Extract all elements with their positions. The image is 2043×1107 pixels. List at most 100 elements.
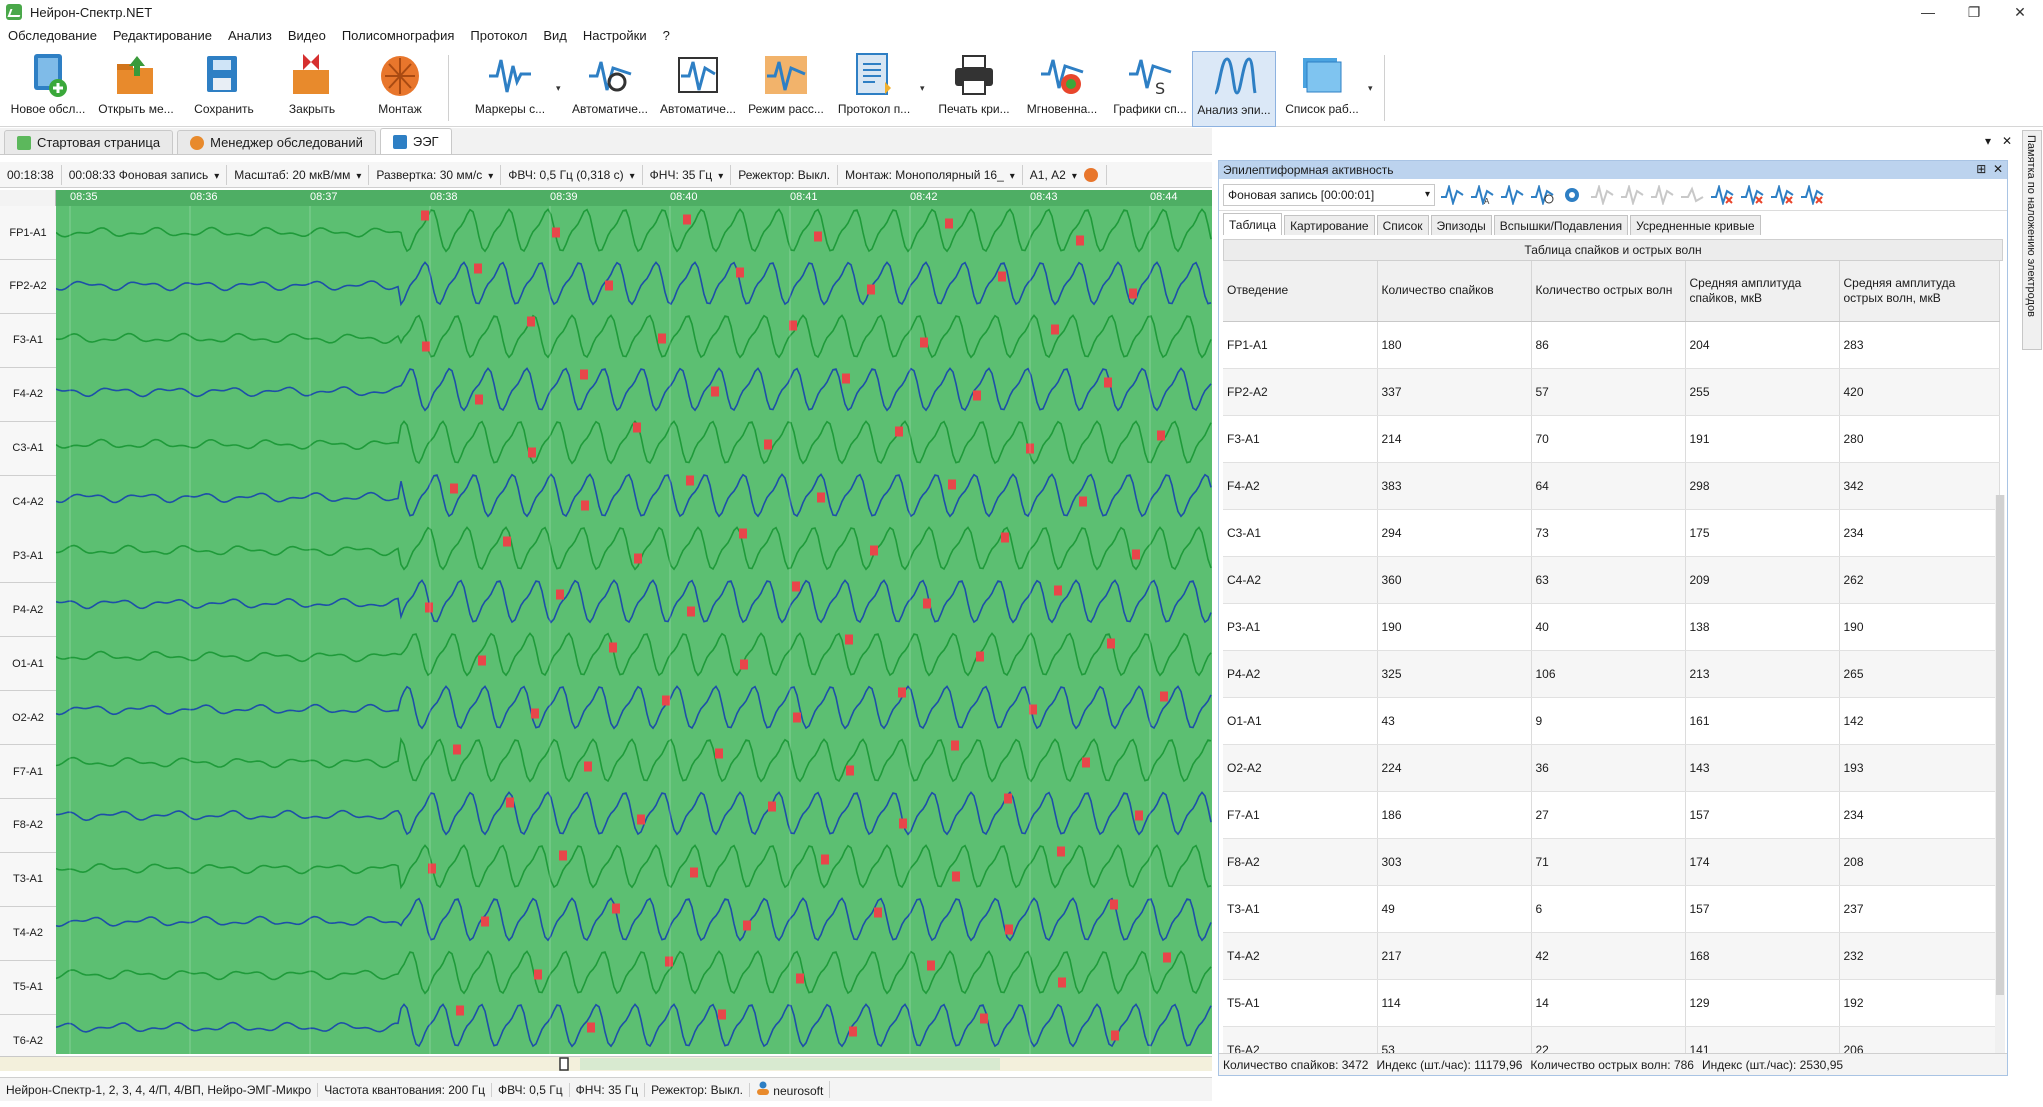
protocol-button[interactable]: Протокол п...	[832, 51, 916, 127]
record-dropdown[interactable]: Фоновая запись	[119, 168, 220, 182]
spike-marker[interactable]	[662, 695, 670, 706]
spike-marker[interactable]	[870, 545, 878, 556]
montage-button[interactable]: Монтаж	[358, 51, 442, 127]
spike-marker[interactable]	[587, 1022, 595, 1033]
lpf-dropdown[interactable]: 35 Гц	[682, 168, 723, 182]
spike-marker[interactable]	[1163, 952, 1171, 963]
spike-marker[interactable]	[665, 956, 673, 967]
channel-label[interactable]: F8-A2	[0, 798, 56, 853]
table-row[interactable]: T4-A2 217 42 168 232	[1223, 932, 2000, 980]
spike-marker[interactable]	[580, 369, 588, 380]
spike-marker[interactable]	[1160, 691, 1168, 702]
table-row[interactable]: F4-A2 383 64 298 342	[1223, 462, 2000, 510]
spike-marker[interactable]	[1111, 1030, 1119, 1041]
channel-label[interactable]: FP1-A1	[0, 206, 56, 260]
delete-marks-4-icon[interactable]	[1799, 183, 1825, 207]
channel-label[interactable]: T5-A1	[0, 960, 56, 1015]
maximize-button[interactable]: ❐	[1967, 3, 1981, 20]
col-spike-count[interactable]: Количество спайков	[1377, 261, 1532, 322]
spike-marker[interactable]	[736, 267, 744, 278]
spike-marker[interactable]	[690, 867, 698, 878]
spike-marker[interactable]	[559, 850, 567, 861]
table-row[interactable]: F3-A1 214 70 191 280	[1223, 415, 2000, 463]
spike-marker[interactable]	[683, 214, 691, 225]
table-row[interactable]: P3-A1 190 40 138 190	[1223, 603, 2000, 651]
print-button[interactable]: Печать кри...	[932, 51, 1016, 127]
spike-marker[interactable]	[1107, 638, 1115, 649]
markers-button[interactable]: Маркеры с...	[468, 51, 552, 127]
channel-label[interactable]: T4-A2	[0, 906, 56, 961]
spike-marker[interactable]	[634, 553, 642, 564]
col-spike-amp[interactable]: Средняя амплитуда спайков, мкВ	[1685, 261, 1840, 322]
record-timeline[interactable]	[0, 1056, 1212, 1071]
menu-help[interactable]: ?	[662, 27, 670, 43]
spike-marker[interactable]	[792, 581, 800, 592]
delete-marks-1-icon[interactable]	[1709, 183, 1735, 207]
channel-label[interactable]: C4-A2	[0, 475, 56, 530]
spike-marker[interactable]	[814, 231, 822, 242]
menu-exam[interactable]: Обследование	[8, 27, 97, 43]
delete-marks-2-icon[interactable]	[1739, 183, 1765, 207]
spike-marker[interactable]	[605, 280, 613, 291]
spike-marker[interactable]	[686, 475, 694, 486]
spike-marker[interactable]	[874, 907, 882, 918]
spike-marker[interactable]	[976, 651, 984, 662]
new-exam-button[interactable]: Новое обсл...	[6, 51, 90, 127]
auto-analysis2-button[interactable]: Автоматиче...	[656, 51, 740, 127]
spike-marker[interactable]	[948, 479, 956, 490]
close-exam-button[interactable]: Закрыть	[270, 51, 354, 127]
spike-marker[interactable]	[556, 589, 564, 600]
spike-marker[interactable]	[796, 973, 804, 984]
menu-psg[interactable]: Полисомнография	[341, 27, 455, 43]
channel-label[interactable]: P4-A2	[0, 583, 56, 638]
spike-marker[interactable]	[1051, 324, 1059, 335]
panel-close-icon[interactable]: ✕	[2002, 134, 2013, 148]
ptab-table[interactable]: Таблица	[1223, 213, 1283, 235]
spike-marker[interactable]	[609, 642, 617, 653]
spike-marker[interactable]	[895, 426, 903, 437]
spike-marker[interactable]	[421, 210, 429, 221]
spike-marker[interactable]	[637, 814, 645, 825]
ptab-bursts[interactable]: Вспышки/Подавления	[1493, 215, 1629, 235]
table-row[interactable]: O2-A2 224 36 143 193	[1223, 744, 2000, 792]
tab-eeg[interactable]: ЭЭГ	[379, 128, 452, 154]
spike-marker[interactable]	[945, 218, 953, 229]
table-scrollbar[interactable]	[1995, 495, 2005, 1055]
epi-analysis-button[interactable]: Анализ эпи...	[1192, 51, 1276, 127]
menu-protocol[interactable]: Протокол	[470, 27, 528, 43]
table-row[interactable]: C3-A1 294 73 175 234	[1223, 509, 2000, 557]
spike-marker[interactable]	[867, 284, 875, 295]
panel-dropdown-icon[interactable]: ▾	[1985, 134, 1992, 148]
spike-marker[interactable]	[453, 744, 461, 755]
spike-marker[interactable]	[687, 606, 695, 617]
spike-marker[interactable]	[821, 854, 829, 865]
spike-marker[interactable]	[898, 687, 906, 698]
spike-marker[interactable]	[1104, 377, 1112, 388]
spike-marker[interactable]	[845, 634, 853, 645]
open-button[interactable]: Открыть ме...	[94, 51, 178, 127]
col-wave-count[interactable]: Количество острых волн	[1531, 261, 1686, 322]
spike-marker[interactable]	[658, 333, 666, 344]
spike-marker[interactable]	[920, 337, 928, 348]
tab-start-page[interactable]: Стартовая страница	[4, 130, 174, 154]
spike-marker[interactable]	[711, 386, 719, 397]
menu-view[interactable]: Вид	[543, 27, 567, 43]
montage-dropdown[interactable]: Монополярный 16_	[895, 168, 1015, 182]
instant-map-button[interactable]: Мгновенна...	[1020, 51, 1104, 127]
spike-marker[interactable]	[739, 528, 747, 539]
table-row[interactable]: O1-A1 43 9 161 142	[1223, 697, 2000, 745]
save-button[interactable]: Сохранить	[182, 51, 266, 127]
spike-marker[interactable]	[1058, 977, 1066, 988]
record-select[interactable]: Фоновая запись [00:00:01]	[1223, 183, 1435, 206]
delete-marks-3-icon[interactable]	[1769, 183, 1795, 207]
minimize-button[interactable]: —	[1921, 4, 1935, 20]
table-row[interactable]: C4-A2 360 63 209 262	[1223, 556, 2000, 604]
spike-marker[interactable]	[998, 271, 1006, 282]
channel-label[interactable]: F7-A1	[0, 745, 56, 799]
spike-marker[interactable]	[481, 916, 489, 927]
spike-marker[interactable]	[1110, 899, 1118, 910]
spike-marker[interactable]	[952, 871, 960, 882]
spike-marker[interactable]	[1157, 430, 1165, 441]
spike-marker[interactable]	[503, 536, 511, 547]
menu-video[interactable]: Видео	[287, 27, 326, 43]
